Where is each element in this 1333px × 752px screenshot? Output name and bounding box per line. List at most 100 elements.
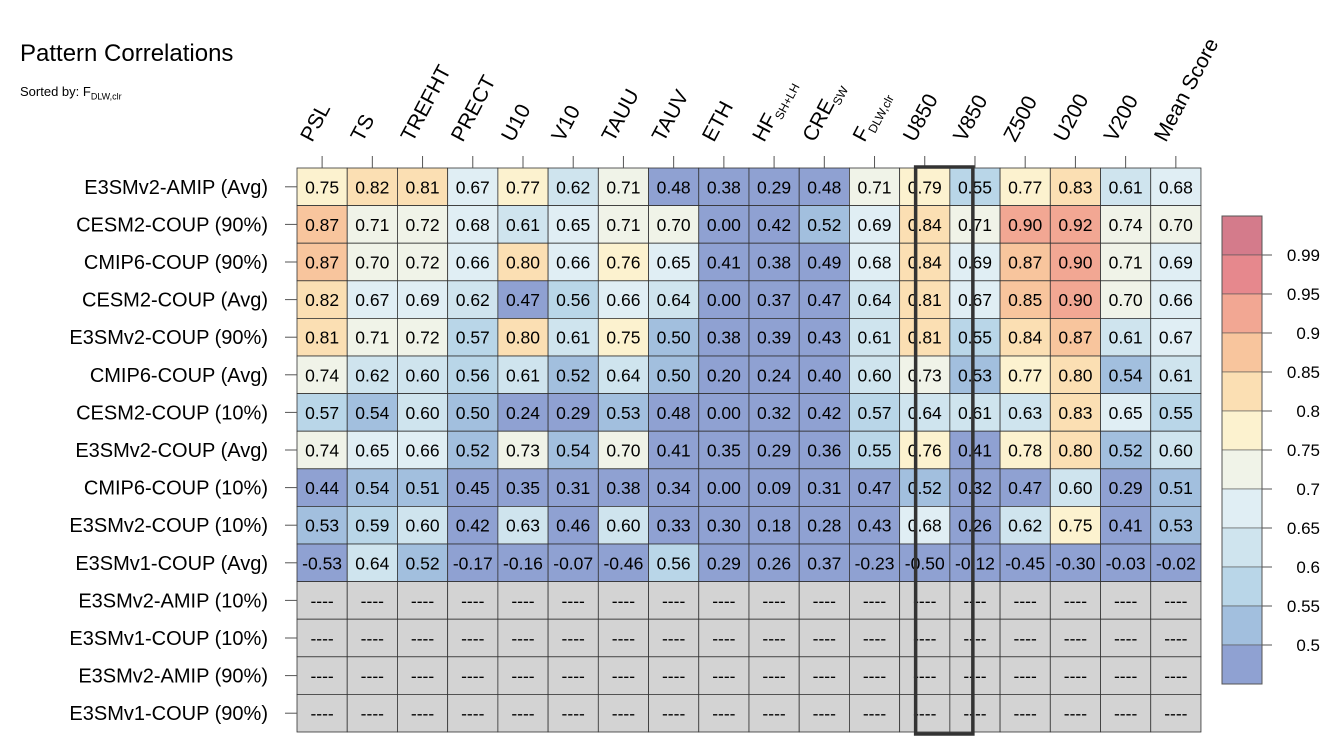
- heatmap-cell: [748, 505, 800, 545]
- cell-value: 0.54: [355, 403, 389, 423]
- cell-value: ----: [963, 629, 986, 649]
- heatmap-cell: [698, 242, 750, 282]
- cell-value: 0.67: [958, 290, 992, 310]
- heatmap-cell: [1150, 581, 1202, 620]
- cell-value: 0.79: [908, 177, 942, 197]
- cell-value: 0.72: [406, 328, 440, 348]
- cell-value: 0.63: [506, 516, 540, 536]
- cell-value: ----: [310, 629, 333, 649]
- cell-value: 0.87: [305, 215, 339, 235]
- heatmap-cell: [748, 393, 800, 432]
- heatmap-cell: [1150, 242, 1202, 282]
- colorbar-segment: [1221, 605, 1263, 646]
- cell-value: 0.66: [606, 290, 640, 310]
- heatmap-cell: [899, 543, 951, 582]
- cell-value: 0.70: [1159, 215, 1193, 235]
- colorbar-label: 0.85: [1287, 363, 1320, 382]
- column-label: TS: [346, 111, 379, 145]
- cell-value: 0.87: [1008, 253, 1042, 273]
- cell-value: 0.65: [556, 215, 590, 235]
- heatmap-cell: [798, 280, 850, 319]
- cell-value: ----: [461, 666, 484, 686]
- heatmap-cell: [397, 317, 449, 357]
- heatmap-cell: [1150, 505, 1202, 545]
- cell-value: 0.42: [807, 403, 841, 423]
- cell-value: 0.32: [757, 403, 791, 423]
- cell-value: 0.92: [1058, 215, 1092, 235]
- cell-value: ----: [461, 591, 484, 611]
- colorbar-label: 0.8: [1296, 402, 1320, 421]
- cell-value: -0.45: [1005, 553, 1045, 573]
- heatmap-cell: [748, 317, 800, 357]
- heatmap-cell: [597, 468, 649, 507]
- cell-value: 0.26: [958, 516, 992, 536]
- heatmap-cell: [447, 468, 499, 507]
- heatmap-cell: [849, 317, 901, 357]
- heatmap-cell: [1100, 468, 1152, 507]
- column-label-main: TAUV: [648, 86, 694, 145]
- heatmap-cell: [648, 543, 700, 582]
- heatmap-cell: [547, 468, 599, 507]
- cell-value: ----: [913, 591, 936, 611]
- cell-value: ----: [1064, 666, 1087, 686]
- cell-value: 0.48: [807, 177, 841, 197]
- cell-value: -0.30: [1055, 553, 1095, 573]
- cell-value: 0.48: [657, 403, 691, 423]
- cell-value: ----: [813, 629, 836, 649]
- cell-value: ----: [863, 629, 886, 649]
- colorbar-label: 0.9: [1296, 324, 1320, 343]
- cell-value: 0.68: [908, 516, 942, 536]
- heatmap-cell: [899, 468, 951, 507]
- heatmap-cell: [397, 618, 449, 658]
- cell-value: ----: [361, 666, 384, 686]
- heatmap-cell: [397, 393, 449, 432]
- colorbar-segment: [1221, 254, 1263, 295]
- heatmap-cell: [1100, 355, 1152, 394]
- cell-value: 0.35: [506, 478, 540, 498]
- cell-value: -0.16: [503, 553, 543, 573]
- heatmap-cell: [296, 505, 348, 545]
- heatmap-cell: [346, 694, 398, 733]
- cell-value: 0.47: [506, 290, 540, 310]
- heatmap-cell: [849, 505, 901, 545]
- heatmap-cell: [1150, 317, 1202, 357]
- heatmap-cell: [1049, 205, 1101, 244]
- cell-value: 0.81: [908, 290, 942, 310]
- heatmap-cell: [547, 242, 599, 282]
- heatmap-cell: [296, 317, 348, 357]
- heatmap-cell: [397, 242, 449, 282]
- cell-value: 0.44: [305, 478, 339, 498]
- cell-value: 0.50: [456, 403, 490, 423]
- column-label: U10: [497, 101, 535, 146]
- cell-value: 0.77: [506, 177, 540, 197]
- cell-value: 0.62: [456, 290, 490, 310]
- cell-value: 0.73: [908, 365, 942, 385]
- cell-value: 0.73: [506, 441, 540, 461]
- cell-value: 0.90: [1058, 290, 1092, 310]
- heatmap-cell: [346, 656, 398, 695]
- cell-value: 0.38: [707, 328, 741, 348]
- heatmap-cell: [798, 393, 850, 432]
- cell-value: 0.77: [1008, 177, 1042, 197]
- heatmap-cell: [1049, 430, 1101, 470]
- cell-value: 0.35: [707, 441, 741, 461]
- cell-value: ----: [913, 704, 936, 724]
- heatmap-cell: [698, 581, 750, 620]
- cell-value: ----: [963, 704, 986, 724]
- heatmap-cell: [1049, 167, 1101, 206]
- heatmap-cell: [1049, 505, 1101, 545]
- heatmap-cell: [1100, 505, 1152, 545]
- cell-value: 0.64: [606, 365, 640, 385]
- cell-value: ----: [612, 591, 635, 611]
- heatmap-cell: [1150, 468, 1202, 507]
- cell-value: 0.71: [355, 215, 389, 235]
- cell-value: 0.70: [1109, 290, 1143, 310]
- colorbar-label: 0.7: [1296, 480, 1320, 499]
- heatmap-cell: [899, 242, 951, 282]
- heatmap-cell: [698, 317, 750, 357]
- cell-value: ----: [1064, 629, 1087, 649]
- heatmap-cell: [798, 468, 850, 507]
- cell-value: 0.29: [757, 177, 791, 197]
- heatmap-cell: [597, 242, 649, 282]
- column-label-subscript: SH+LH: [772, 81, 803, 122]
